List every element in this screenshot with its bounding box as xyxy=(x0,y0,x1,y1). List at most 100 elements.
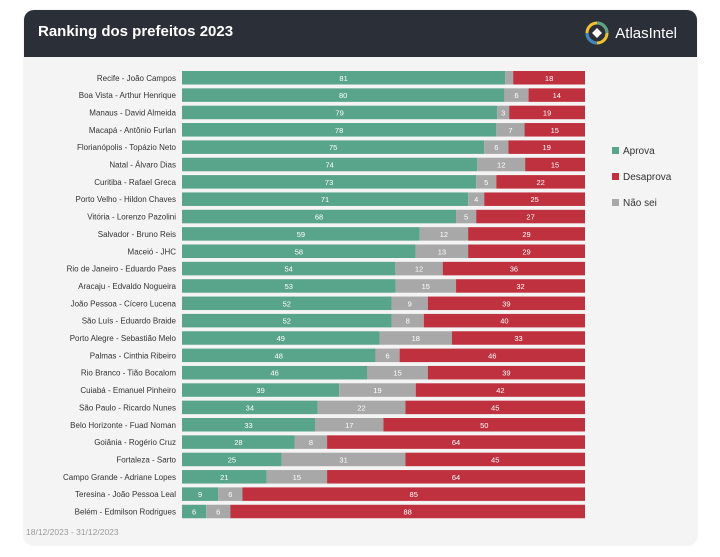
category-label: Porto Alegre - Sebastião Melo xyxy=(70,334,177,343)
data-label: 29 xyxy=(522,230,530,239)
bar-aprova xyxy=(182,279,396,293)
data-label: 15 xyxy=(393,369,401,378)
bar-desaprova xyxy=(415,383,585,397)
bar-aprova xyxy=(182,175,477,189)
bar-desaprova xyxy=(405,400,585,415)
data-label: 6 xyxy=(228,490,232,499)
data-label: 79 xyxy=(335,108,343,117)
bar-desaprova xyxy=(476,209,585,224)
category-label: Curitiba - Rafael Greca xyxy=(94,178,176,187)
bar-nao-sei xyxy=(496,123,525,137)
bar-desaprova xyxy=(456,279,585,293)
data-label: 46 xyxy=(271,369,279,378)
data-label: 19 xyxy=(543,108,551,117)
bar-nao-sei xyxy=(415,244,469,258)
bar-aprova xyxy=(182,400,318,415)
bar-nao-sei xyxy=(375,348,400,363)
bar-desaprova xyxy=(327,435,585,449)
data-label: 64 xyxy=(452,438,460,447)
data-label: 49 xyxy=(277,334,285,343)
category-label: Natal - Álvaro Dias xyxy=(109,161,176,170)
data-label: 15 xyxy=(551,161,559,170)
category-label: Campo Grande - Adriane Lopes xyxy=(63,473,176,482)
bar-aprova xyxy=(182,227,420,241)
category-label: Belém - Edmilson Rodrigues xyxy=(75,508,176,517)
bar-nao-sei xyxy=(497,105,510,120)
date-range: 18/12/2023 - 31/12/2023 xyxy=(26,527,119,537)
data-label: 21 xyxy=(220,473,228,482)
bar-aprova xyxy=(182,348,376,363)
bar-aprova xyxy=(182,244,416,258)
atlasintel-logo-icon xyxy=(585,21,609,45)
category-label: São Paulo - Ricardo Nunes xyxy=(79,403,176,412)
bar-nao-sei xyxy=(505,71,514,85)
chart-header: Ranking dos prefeitos 2023 AtlasIntel xyxy=(24,10,697,57)
category-label: Maceió - JHC xyxy=(128,247,177,256)
legend-label: Aprova xyxy=(623,146,655,157)
data-label: 53 xyxy=(285,282,293,291)
bar-aprova xyxy=(182,383,340,397)
category-label: Florianópolis - Topázio Neto xyxy=(77,143,177,152)
data-label: 5 xyxy=(484,178,488,187)
bar-desaprova xyxy=(399,348,585,363)
legend-label: Não sei xyxy=(623,198,657,209)
bar-aprova xyxy=(182,123,497,137)
category-label: Teresina - João Pessoa Leal xyxy=(75,490,176,499)
data-label: 22 xyxy=(536,178,544,187)
bar-nao-sei xyxy=(206,504,231,519)
data-label: 27 xyxy=(526,213,534,222)
category-label: São Luís - Eduardo Braide xyxy=(82,317,177,326)
bar-nao-sei xyxy=(395,261,443,276)
data-label: 85 xyxy=(410,490,418,499)
bar-nao-sei xyxy=(468,192,485,206)
data-label: 32 xyxy=(516,282,524,291)
bar-nao-sei xyxy=(419,227,469,241)
bar-nao-sei xyxy=(281,452,406,467)
bar-aprova xyxy=(182,296,392,311)
data-label: 29 xyxy=(522,247,530,256)
bar-desaprova xyxy=(230,504,586,519)
bar-aprova xyxy=(182,435,295,449)
brand-name: AtlasIntel xyxy=(615,24,677,42)
data-label: 59 xyxy=(297,230,305,239)
category-label: Goiânia - Rogério Cruz xyxy=(94,438,176,447)
data-label: 45 xyxy=(491,455,499,464)
data-label: 6 xyxy=(385,351,389,360)
data-label: 5 xyxy=(464,213,468,222)
bar-aprova xyxy=(182,365,368,380)
bar-aprova xyxy=(182,331,380,345)
bar-aprova xyxy=(182,261,396,276)
category-label: Aracaju - Edvaldo Nogueira xyxy=(78,282,176,291)
data-label: 75 xyxy=(329,143,337,152)
category-label: Rio Branco - Tião Bocalom xyxy=(81,369,176,378)
bar-desaprova xyxy=(468,244,585,258)
category-label: Recife - João Campos xyxy=(97,74,176,83)
data-label: 7 xyxy=(508,126,512,135)
bar-nao-sei xyxy=(379,331,453,345)
data-label: 33 xyxy=(514,334,522,343)
data-label: 6 xyxy=(192,508,196,517)
bar-nao-sei xyxy=(395,279,457,293)
data-label: 25 xyxy=(228,455,236,464)
bar-nao-sei xyxy=(218,487,243,501)
bar-nao-sei xyxy=(294,435,328,449)
data-label: 39 xyxy=(502,369,510,378)
stacked-bar-chart: Recife - João Campos 81 18 Boa Vista - Arth… xyxy=(63,71,672,519)
data-label: 4 xyxy=(474,195,478,204)
data-label: 12 xyxy=(440,230,448,239)
category-label: Macapá - Antônio Furlan xyxy=(89,126,176,135)
bar-aprova xyxy=(182,418,315,432)
bar-desaprova xyxy=(423,313,585,328)
bar-desaprova xyxy=(484,192,585,206)
data-label: 18 xyxy=(545,74,553,83)
data-label: 12 xyxy=(415,265,423,274)
category-label: Porto Velho - Hildon Chaves xyxy=(76,195,177,204)
bar-nao-sei xyxy=(477,157,526,172)
chart-title: Ranking dos prefeitos 2023 xyxy=(38,23,234,40)
data-label: 40 xyxy=(500,317,508,326)
bar-desaprova xyxy=(508,140,585,154)
bar-aprova xyxy=(182,487,219,501)
data-label: 34 xyxy=(246,403,254,412)
bar-nao-sei xyxy=(391,296,428,311)
bar-desaprova xyxy=(327,470,585,484)
